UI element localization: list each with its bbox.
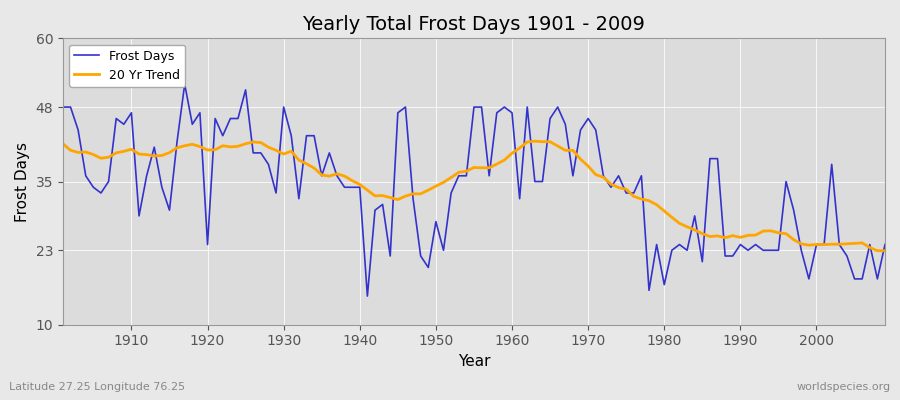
Frost Days [58, 105, 68, 110]
Frost Days [293, 196, 304, 201]
Line: Frost Days: Frost Days [63, 84, 885, 296]
20 Yr Trend [286, 149, 297, 154]
Line: 20 Yr Trend: 20 Yr Trend [63, 141, 885, 251]
Title: Yearly Total Frost Days 1901 - 2009: Yearly Total Frost Days 1901 - 2009 [302, 15, 645, 34]
20 Yr Trend [606, 182, 616, 186]
Y-axis label: Frost Days: Frost Days [15, 142, 30, 222]
20 Yr Trend [119, 149, 130, 154]
Frost Days [339, 185, 350, 190]
Frost Days [119, 122, 130, 127]
X-axis label: Year: Year [458, 354, 491, 369]
Frost Days [522, 105, 533, 110]
20 Yr Trend [499, 158, 509, 162]
20 Yr Trend [879, 248, 890, 253]
Legend: Frost Days, 20 Yr Trend: Frost Days, 20 Yr Trend [69, 44, 185, 87]
20 Yr Trend [331, 171, 342, 176]
Text: worldspecies.org: worldspecies.org [796, 382, 891, 392]
Frost Days [362, 294, 373, 298]
Frost Days [179, 82, 190, 86]
20 Yr Trend [529, 139, 540, 144]
Frost Days [613, 173, 624, 178]
Frost Days [514, 196, 525, 201]
20 Yr Trend [58, 141, 68, 146]
Frost Days [879, 242, 890, 247]
20 Yr Trend [507, 151, 517, 156]
Text: Latitude 27.25 Longitude 76.25: Latitude 27.25 Longitude 76.25 [9, 382, 185, 392]
